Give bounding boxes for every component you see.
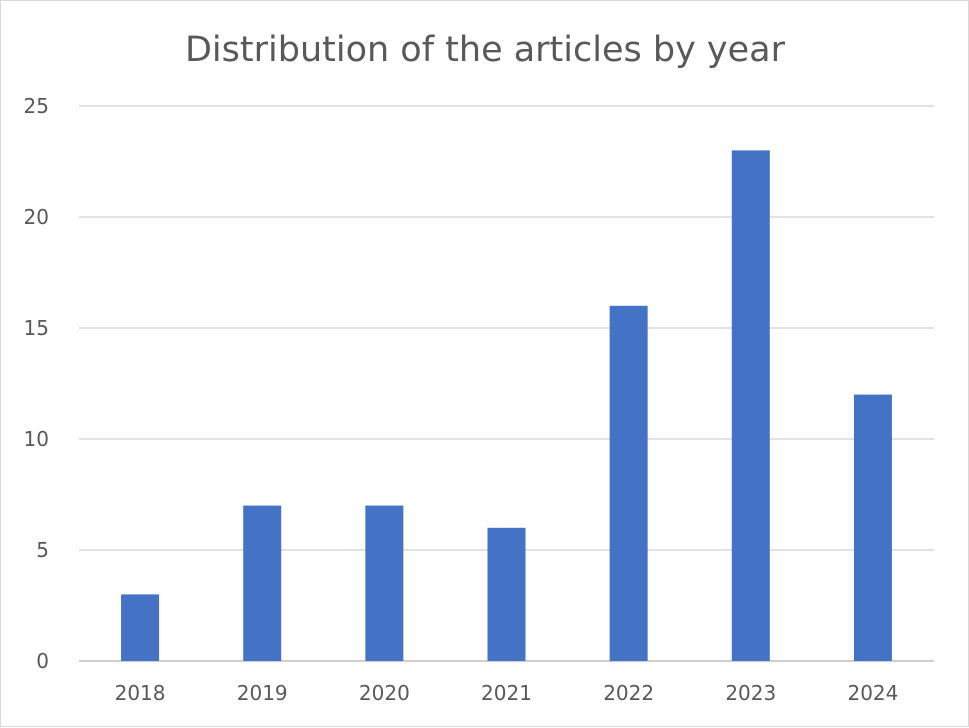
y-tick-label: 25 xyxy=(24,94,49,118)
y-tick-label: 15 xyxy=(24,316,49,340)
bar-2021 xyxy=(487,527,526,661)
x-tick-label: 2018 xyxy=(115,681,166,705)
x-tick-label: 2022 xyxy=(603,681,654,705)
bars xyxy=(121,150,892,661)
x-axis-ticks: 2018 2019 2020 2021 2022 2023 2024 xyxy=(115,681,899,705)
y-tick-label: 20 xyxy=(24,205,49,229)
y-tick-label: 0 xyxy=(36,649,49,673)
bar-2023 xyxy=(731,150,770,661)
x-tick-label: 2020 xyxy=(359,681,410,705)
y-tick-label: 10 xyxy=(24,427,49,451)
bar-2024 xyxy=(853,394,892,661)
gridlines xyxy=(79,105,934,662)
bar-2020 xyxy=(365,505,404,661)
bar-2018 xyxy=(121,594,160,661)
bar-2019 xyxy=(243,505,282,661)
bar-2022 xyxy=(609,305,648,661)
x-tick-label: 2019 xyxy=(237,681,288,705)
x-tick-label: 2024 xyxy=(847,681,898,705)
chart-title: Distribution of the articles by year xyxy=(185,30,786,70)
y-tick-label: 5 xyxy=(36,538,49,562)
x-tick-label: 2021 xyxy=(481,681,532,705)
x-tick-label: 2023 xyxy=(725,681,776,705)
y-axis-ticks: 0 5 10 15 20 25 xyxy=(24,94,49,673)
